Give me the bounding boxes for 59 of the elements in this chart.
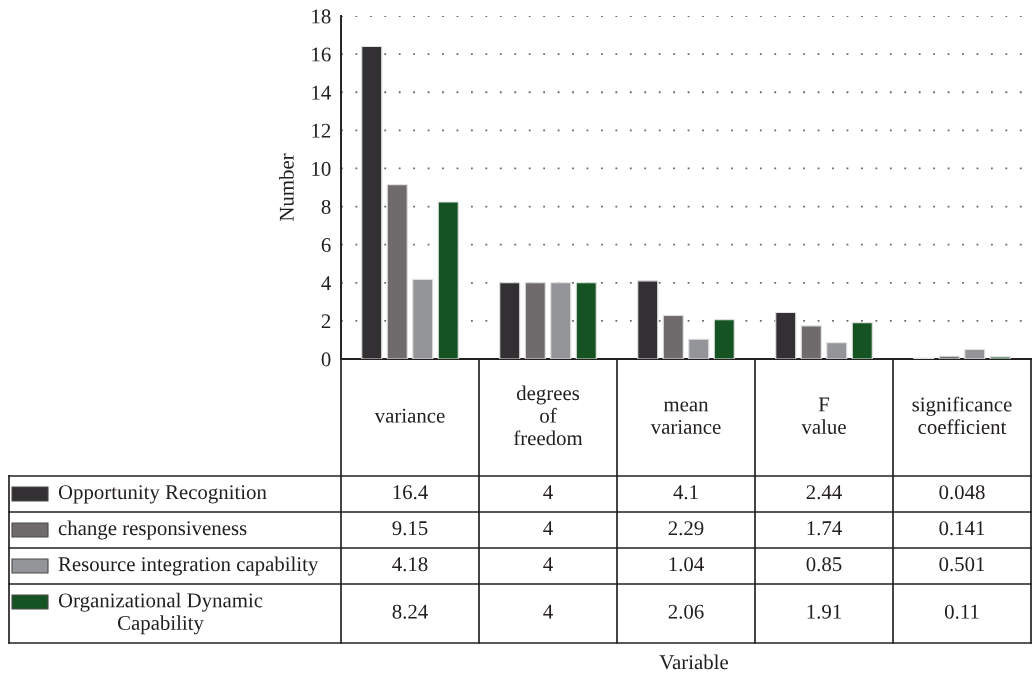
bar	[550, 282, 572, 359]
data-label: 1.91	[807, 604, 841, 619]
y-tick-label: 18	[312, 9, 331, 24]
data-label: 4	[543, 557, 553, 572]
data-label: 4.18	[392, 557, 428, 572]
y-tick-label: 0	[321, 352, 331, 367]
x-tick-label: F value	[801, 397, 846, 434]
data-label: 4.1	[673, 485, 698, 500]
data-label: 4	[543, 485, 553, 500]
x-tick-label: variance	[374, 408, 445, 423]
data-label: 2.44	[806, 485, 842, 500]
bar	[499, 282, 521, 359]
bar	[800, 325, 822, 359]
bar	[851, 322, 873, 359]
data-label: 1.04	[669, 557, 704, 572]
y-tick-label: 14	[312, 85, 331, 100]
data-label: 4	[543, 521, 553, 536]
legend-label: Resource integration capability	[58, 556, 319, 576]
y-tick-label: 8	[321, 199, 331, 214]
y-tick-label: 2	[321, 314, 331, 329]
data-label: 0.048	[939, 485, 985, 500]
y-tick-label: 10	[312, 161, 331, 176]
data-label: 16.4	[393, 485, 428, 500]
legend-label: Organizational Dynamic Capability	[58, 592, 263, 635]
bar	[662, 314, 684, 359]
data-label: 0.11	[944, 604, 979, 619]
data-label: 4	[543, 604, 553, 619]
bar	[713, 319, 735, 359]
bar	[437, 201, 459, 359]
legend-label: change responsiveness	[58, 520, 247, 540]
bar	[688, 338, 710, 359]
data-label: 0.501	[939, 557, 985, 572]
legend-label: Opportunity Recognition	[58, 485, 267, 504]
data-label: 1.74	[807, 521, 842, 536]
x-tick-label: significance coefficient	[912, 396, 1012, 435]
y-axis-title: Number	[279, 153, 294, 222]
y-tick-label: 6	[321, 238, 331, 253]
data-label: 2.06	[668, 604, 704, 619]
bar	[775, 311, 797, 359]
text: Variable	[659, 654, 728, 670]
bar	[637, 280, 659, 359]
bar	[964, 348, 986, 359]
x-tick-label: mean variance	[650, 401, 721, 434]
y-tick-label: 16	[312, 47, 331, 62]
data-label: 2.29	[668, 521, 704, 536]
data-label: 0.85	[806, 557, 842, 572]
y-tick-label: 12	[312, 123, 331, 138]
bar	[826, 342, 848, 359]
data-label: 8.24	[392, 604, 428, 619]
bar	[524, 282, 546, 359]
bar	[575, 282, 597, 359]
bar	[361, 45, 383, 359]
bar	[989, 356, 1011, 359]
y-tick-label: 4	[321, 276, 331, 291]
bar	[938, 355, 960, 359]
x-tick-label: degrees of freedom	[513, 385, 583, 446]
data-label: 9.15	[392, 521, 428, 536]
data-label: 0.141	[939, 521, 985, 536]
bar	[412, 278, 434, 359]
